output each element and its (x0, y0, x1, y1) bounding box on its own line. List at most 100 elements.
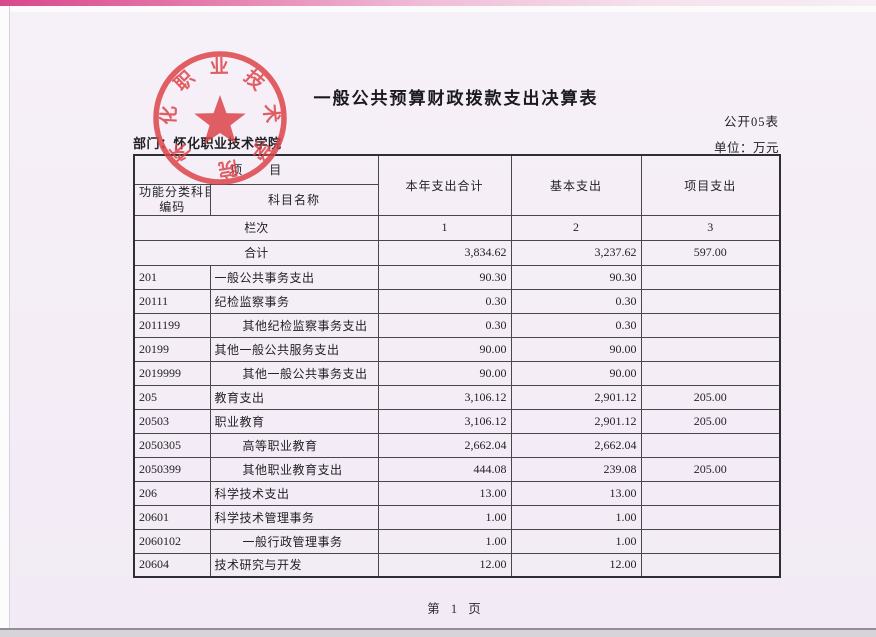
row-basic: 0.30 (510, 288, 642, 314)
table-row: 20111 纪检监察事务 0.30 0.30 (133, 288, 781, 314)
row-total: 13.00 (377, 480, 512, 506)
row-project (640, 528, 781, 554)
code-header-line1: 功能分类科目 (139, 184, 210, 199)
row-total: 1.00 (377, 528, 512, 554)
row-name: 其他纪检监察事务支出 (209, 312, 379, 338)
row-basic: 2,901.12 (510, 408, 642, 434)
row-project (640, 552, 781, 578)
header-row-project: 项 目 本年支出合计 基本支出 项目支出 (133, 154, 781, 216)
row-project (640, 504, 781, 530)
row-name: 技术研究与开发 (209, 552, 379, 578)
row-project: 205.00 (640, 384, 781, 410)
row-code: 206 (133, 480, 211, 506)
department-label: 部门： (133, 136, 174, 151)
table-row: 20604 技术研究与开发 12.00 12.00 (133, 552, 781, 578)
row-code: 2011199 (133, 312, 211, 338)
scan-edge-left (0, 6, 10, 630)
row-basic: 0.30 (510, 312, 642, 338)
scan-edge-bottom (0, 628, 876, 637)
row-basic: 1.00 (510, 504, 642, 530)
table-row: 2011199 其他纪检监察事务支出 0.30 0.30 (133, 312, 781, 338)
row-total: 0.30 (377, 288, 512, 314)
row-total: 90.30 (377, 264, 512, 290)
row-name: 教育支出 (209, 384, 379, 410)
row-code: 2050399 (133, 456, 211, 482)
row-basic: 1.00 (510, 528, 642, 554)
table-row: 20199 其他一般公共服务支出 90.00 90.00 (133, 336, 781, 362)
col-header-name: 科目名称 (209, 183, 379, 216)
col-header-code: 功能分类科目 编码 (133, 183, 211, 216)
row-total: 2,662.04 (377, 432, 512, 458)
row-name: 纪检监察事务 (209, 288, 379, 314)
row-name: 一般公共事务支出 (209, 264, 379, 290)
budget-table: 项 目 本年支出合计 基本支出 项目支出 功能分类科目 编码 科目名称 栏次 1… (133, 154, 782, 578)
row-basic: 90.00 (510, 336, 642, 362)
row-basic: 2,901.12 (510, 384, 642, 410)
unit-note: 单位：万元 (713, 141, 779, 155)
table-row: 206 科学技术支出 13.00 13.00 (133, 480, 781, 506)
page-number: 第 1 页 (427, 602, 485, 616)
row-name: 其他一般公共服务支出 (209, 336, 379, 362)
column-index-row: 栏次 1 2 3 (133, 214, 781, 241)
row-total: 444.08 (377, 456, 512, 482)
row-code: 20604 (133, 552, 211, 578)
row-code: 2060102 (133, 528, 211, 554)
table-row: 205 教育支出 3,106.12 2,901.12 205.00 (133, 384, 781, 410)
table-row: 201 一般公共事务支出 90.30 90.30 (133, 264, 781, 290)
col-header-basic: 基本支出 (510, 154, 642, 216)
table-row: 2050399 其他职业教育支出 444.08 239.08 205.00 (133, 456, 781, 482)
total-basic: 3,237.62 (510, 239, 642, 266)
row-basic: 90.30 (510, 264, 642, 290)
row-total: 90.00 (377, 360, 512, 386)
total-project: 597.00 (640, 239, 781, 266)
total-total: 3,834.62 (377, 239, 512, 266)
row-project: 205.00 (640, 408, 781, 434)
code-header-line2: 编码 (159, 199, 186, 214)
total-label: 合计 (133, 239, 379, 266)
col-header-project: 项目支出 (640, 154, 781, 216)
row-project (640, 480, 781, 506)
lanci-3: 3 (640, 214, 781, 241)
page-title: 一般公共预算财政拨款支出决算表 (313, 89, 599, 108)
row-basic: 90.00 (510, 360, 642, 386)
row-name: 其他职业教育支出 (209, 456, 379, 482)
row-basic: 13.00 (510, 480, 642, 506)
row-project (640, 312, 781, 338)
row-basic: 2,662.04 (510, 432, 642, 458)
row-code: 20601 (133, 504, 211, 530)
project-header-cell: 项 目 (133, 154, 379, 185)
row-project (640, 432, 781, 458)
row-code: 205 (133, 384, 211, 410)
row-project (640, 288, 781, 314)
row-project: 205.00 (640, 456, 781, 482)
row-code: 20503 (133, 408, 211, 434)
row-project (640, 264, 781, 290)
row-total: 1.00 (377, 504, 512, 530)
row-total: 12.00 (377, 552, 512, 578)
lanci-label: 栏次 (133, 214, 379, 241)
row-name: 科学技术管理事务 (209, 504, 379, 530)
department-value: 怀化职业技术学院 (173, 136, 282, 151)
row-basic: 12.00 (510, 552, 642, 578)
lanci-2: 2 (510, 214, 642, 241)
lanci-1: 1 (377, 214, 512, 241)
row-code: 20111 (133, 288, 211, 314)
department-line: 部门：怀化职业技术学院 (133, 133, 282, 152)
row-code: 2050305 (133, 432, 211, 458)
scan-edge-top (0, 0, 876, 6)
col-header-total: 本年支出合计 (377, 154, 512, 216)
table-row: 2019999 其他一般公共事务支出 90.00 90.00 (133, 360, 781, 386)
form-code: 公开05表 (723, 115, 779, 129)
row-code: 201 (133, 264, 211, 290)
table-row: 20503 职业教育 3,106.12 2,901.12 205.00 (133, 408, 781, 434)
table-row: 20601 科学技术管理事务 1.00 1.00 (133, 504, 781, 530)
row-name: 科学技术支出 (209, 480, 379, 506)
row-total: 0.30 (377, 312, 512, 338)
row-project (640, 336, 781, 362)
row-name: 其他一般公共事务支出 (209, 360, 379, 386)
row-basic: 239.08 (510, 456, 642, 482)
row-code: 2019999 (133, 360, 211, 386)
total-row: 合计 3,834.62 3,237.62 597.00 (133, 239, 781, 266)
row-total: 90.00 (377, 336, 512, 362)
